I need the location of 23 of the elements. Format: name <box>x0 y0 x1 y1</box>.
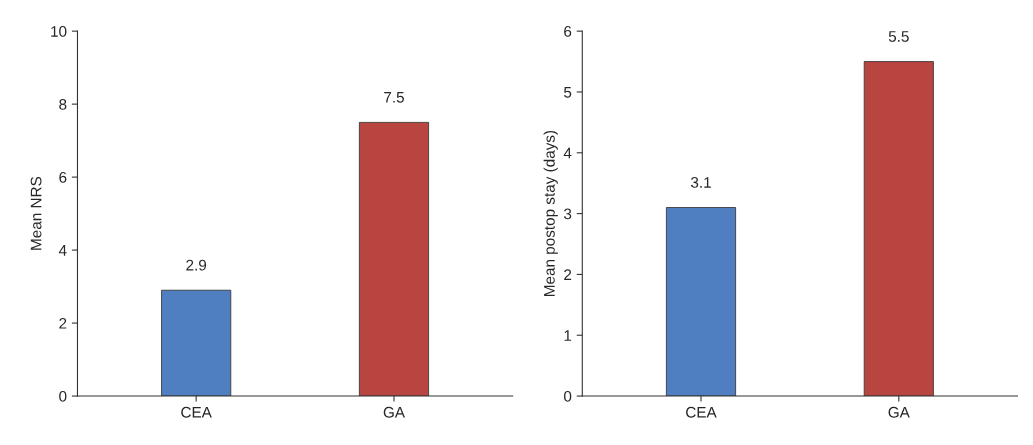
y-tick-label: 5 <box>564 86 572 98</box>
y-tick-label: 0 <box>59 390 67 402</box>
y-axis-title: Mean postop stay (days) <box>543 130 558 296</box>
y-tick-label: 1 <box>564 330 572 341</box>
x-tick-label: CEA <box>181 406 212 418</box>
x-tick-label: GA <box>888 406 910 418</box>
y-tick-label: 8 <box>59 99 67 110</box>
y-tick-label: 4 <box>563 147 572 159</box>
y-axis-title: Mean NRS <box>30 176 42 250</box>
data-label: 2.9 <box>186 259 207 271</box>
y-tick-label: 3 <box>563 208 572 220</box>
y-tick-label: 10 <box>51 26 67 37</box>
x-tick-label: GA <box>383 406 405 418</box>
y-tick-label: 2 <box>564 269 572 280</box>
x-tick-label: CEA <box>686 406 717 418</box>
data-label: 7.5 <box>384 92 404 103</box>
y-tick-label: 6 <box>564 26 572 37</box>
data-label: 5.5 <box>888 31 909 42</box>
y-tick-label: 0 <box>563 390 572 402</box>
y-tick-label: 2 <box>59 317 67 329</box>
y-tick-label: 6 <box>59 171 67 183</box>
data-label: 3.1 <box>690 177 711 188</box>
y-tick-label: 4 <box>58 245 67 256</box>
